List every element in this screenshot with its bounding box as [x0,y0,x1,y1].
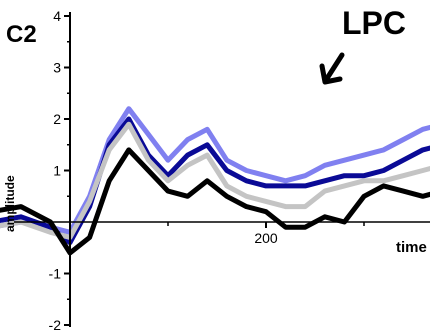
series-line-4 [0,147,430,256]
y-tick-label: -2 [49,317,62,333]
panel-label: C2 [6,21,37,48]
y-tick-label: 4 [53,8,61,24]
annotation-label: LPC [342,5,406,41]
x-tick-label: 200 [254,230,278,246]
x-axis-label: time [396,239,427,256]
series-line-3 [0,121,430,240]
series-layer [0,106,430,256]
annotation-arrow [319,52,345,85]
y-tick-label: 1 [53,163,61,179]
y-tick-label: -1 [49,266,62,282]
y-tick-label: 2 [53,111,61,127]
y-tick-label: 3 [53,60,61,76]
y-axis-label: amplitude [3,175,17,232]
series-line-1 [0,106,430,235]
series-line-2 [0,116,430,246]
